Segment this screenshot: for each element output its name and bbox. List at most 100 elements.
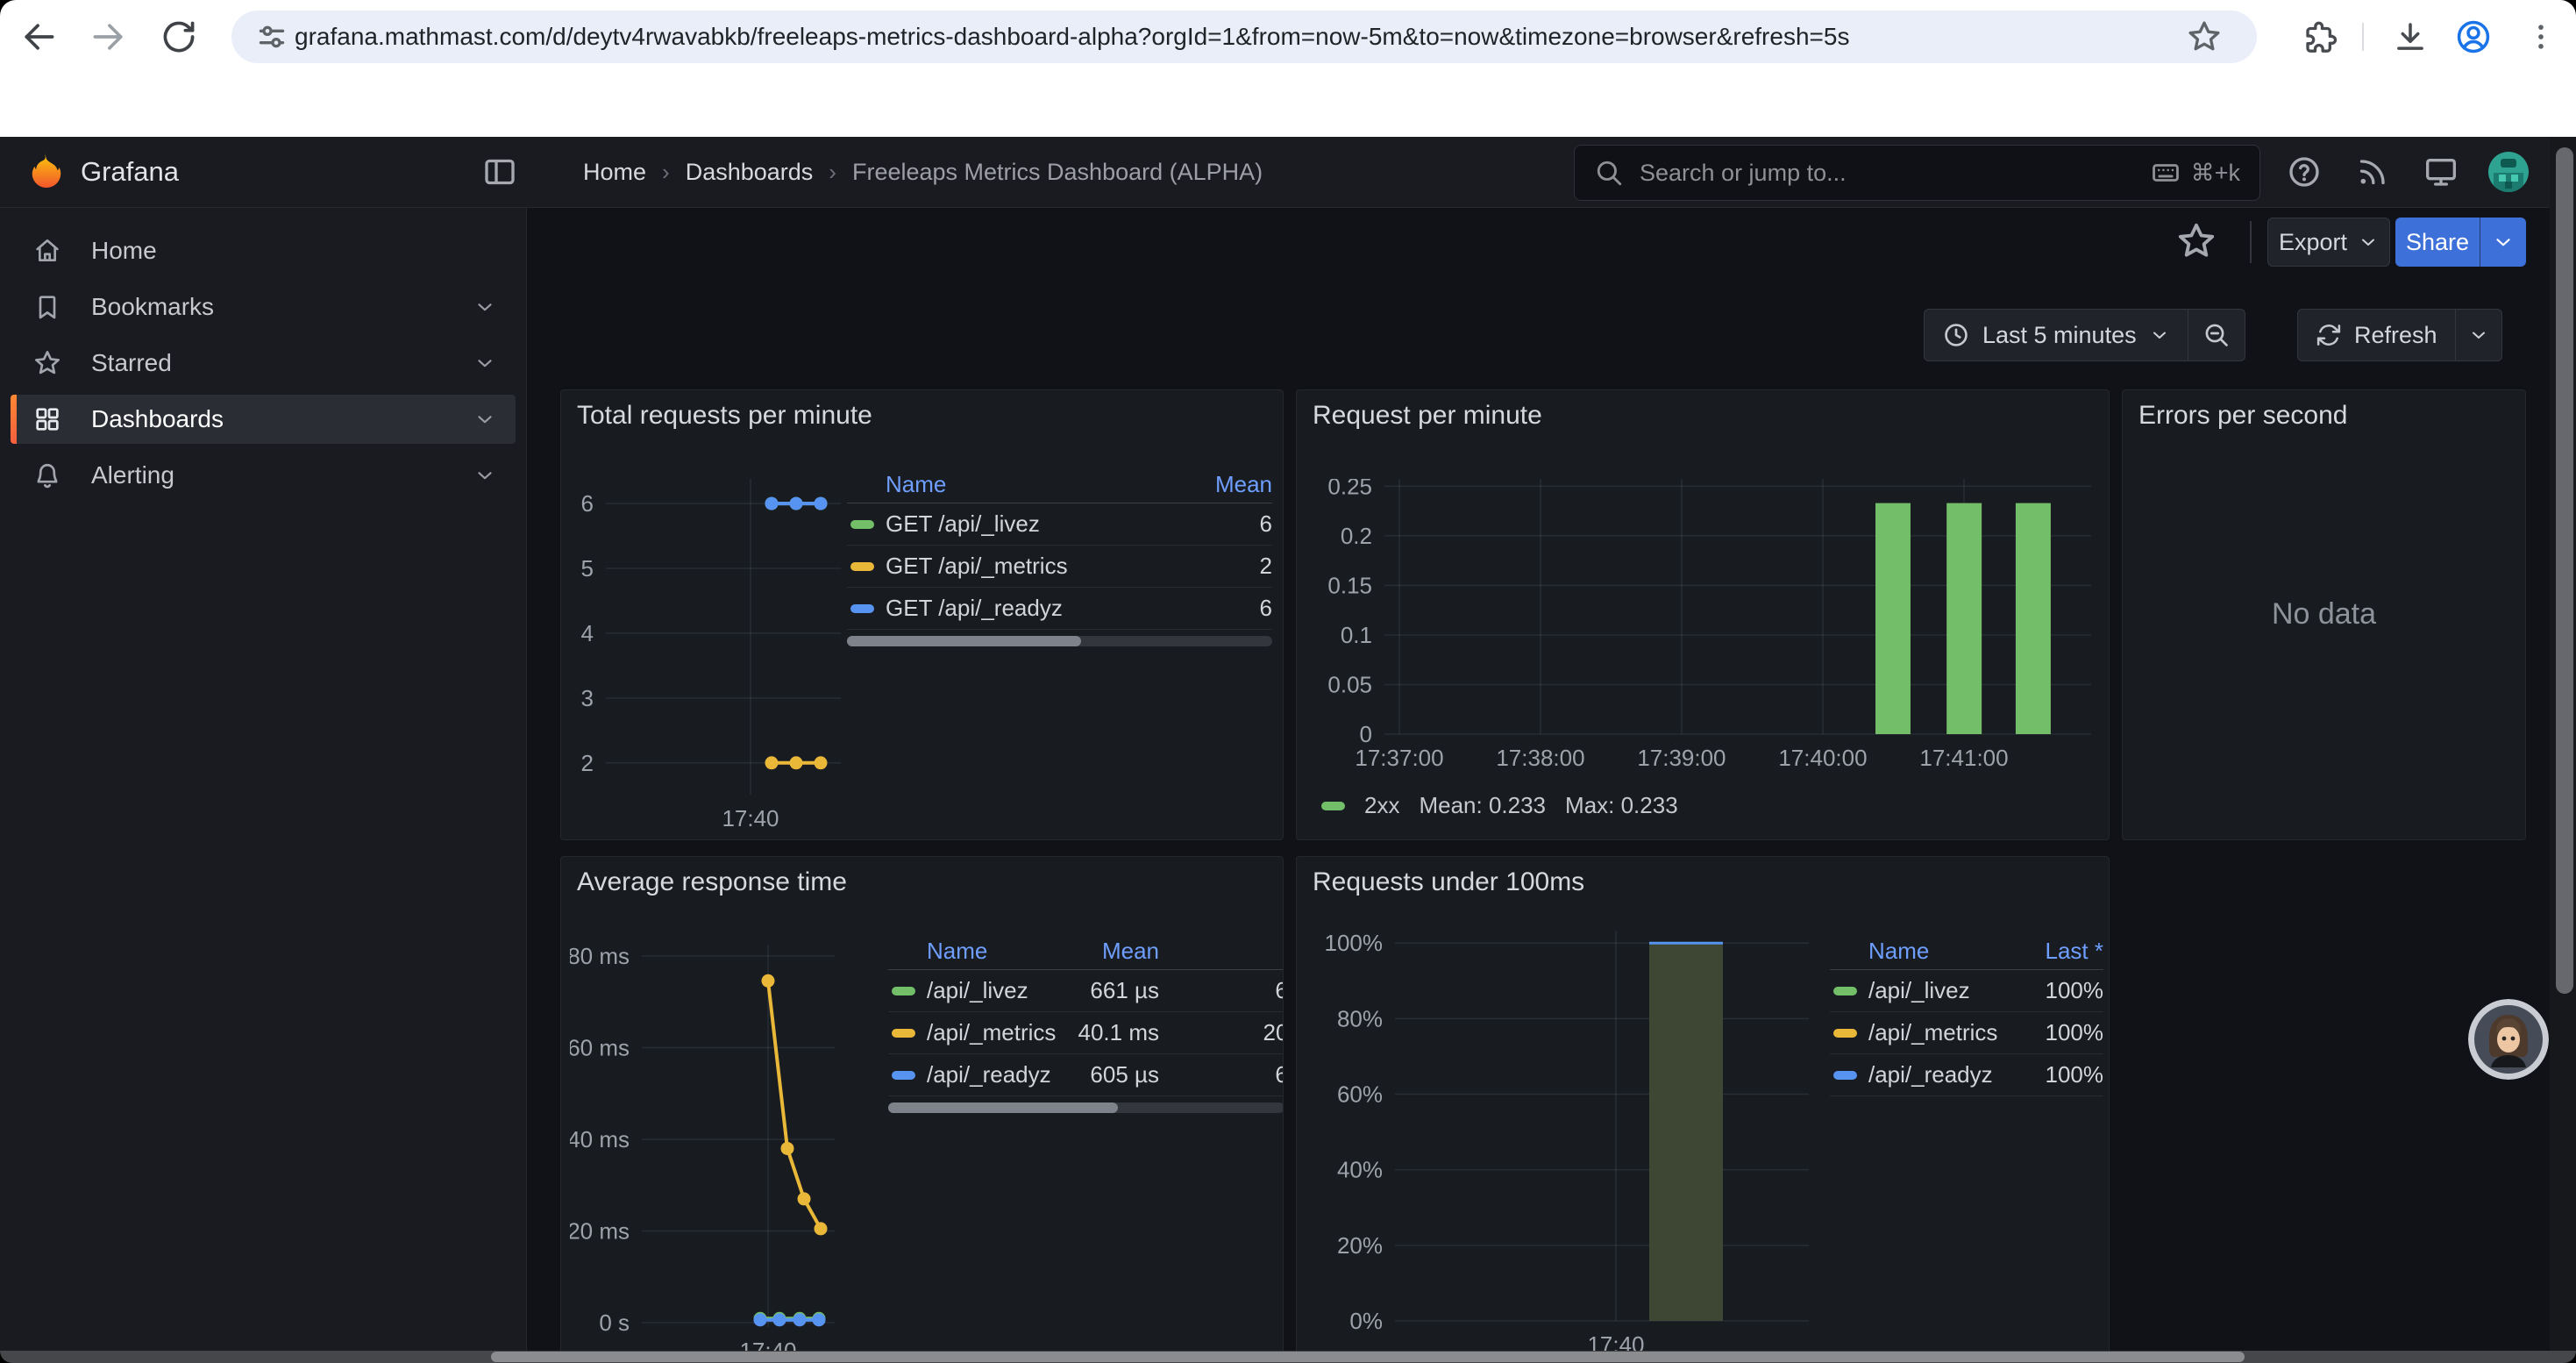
legend-column-header[interactable]: Name — [886, 470, 947, 497]
refresh-interval-button[interactable] — [2456, 325, 2501, 346]
site-settings-icon[interactable] — [254, 19, 289, 54]
panel-title[interactable]: Requests under 100ms — [1313, 867, 1585, 896]
chevron-down-icon[interactable] — [473, 408, 496, 431]
svg-text:0: 0 — [1360, 721, 1372, 747]
horizontal-scrollbar-thumb[interactable] — [491, 1352, 2245, 1362]
reload-icon[interactable] — [160, 18, 198, 56]
sidebar-item-dashboards[interactable]: Dashboards — [11, 395, 516, 444]
sidebar: Home Bookmarks Starred Dashboards Alerti… — [0, 208, 527, 1363]
svg-text:0%: 0% — [1349, 1308, 1383, 1334]
legend-scrollbar-thumb[interactable] — [888, 1103, 1119, 1113]
chevron-down-icon[interactable] — [473, 464, 496, 487]
chart-requests-under-100ms[interactable]: 100% 80% 60% 40% 20% 0% 17:40 — [1313, 931, 1809, 1362]
refresh-button[interactable]: Refresh — [2298, 322, 2455, 349]
series-swatch — [1833, 1028, 1857, 1038]
browser-menu-icon[interactable] — [2523, 19, 2558, 54]
panel-title[interactable]: Total requests per minute — [577, 401, 872, 430]
panel-average-response-time: Average response time 80 ms 60 ms 40 ms 20 … — [560, 856, 1284, 1363]
grafana-brand[interactable]: Grafana — [81, 156, 180, 187]
search-placeholder: Search or jump to... — [1640, 159, 1847, 186]
zoom-out-button[interactable] — [2188, 321, 2245, 349]
help-icon[interactable] — [2287, 154, 2322, 189]
vertical-scrollbar-thumb[interactable] — [2556, 147, 2573, 994]
breadcrumb-dashboards[interactable]: Dashboards — [685, 158, 814, 185]
legend-scrollbar[interactable] — [888, 1103, 1283, 1113]
export-button[interactable]: Export — [2267, 218, 2390, 267]
breadcrumb-home[interactable]: Home — [583, 158, 647, 185]
legend-cell: 646 µs — [1159, 977, 1283, 1004]
legend-column-header[interactable]: Last * — [2045, 937, 2104, 964]
legend-column-header[interactable]: Last * — [1159, 938, 1283, 965]
legend-inline[interactable]: 2xx Mean: 0.233 Max: 0.233 — [1318, 792, 1678, 819]
sidebar-item-bookmarks[interactable]: Bookmarks — [11, 282, 516, 332]
kiosk-monitor-icon[interactable] — [2423, 154, 2459, 189]
svg-text:0 s: 0 s — [599, 1309, 630, 1336]
legend-row[interactable]: /api/_livez 100% — [1830, 970, 2103, 1012]
legend-cell: /api/_livez — [1868, 977, 1970, 1003]
svg-text:20 ms: 20 ms — [570, 1218, 630, 1245]
series-swatch — [892, 1028, 915, 1038]
sidebar-item-home[interactable]: Home — [11, 226, 516, 275]
svg-text:17:39:00: 17:39:00 — [1637, 745, 1726, 771]
panel-title[interactable]: Errors per second — [2138, 401, 2348, 430]
legend-row[interactable]: /api/_metrics 100% — [1830, 1012, 2103, 1054]
grafana-logo[interactable] — [25, 151, 65, 193]
user-avatar[interactable] — [2488, 152, 2529, 192]
legend-table: Name Mean GET /api/_livez 6 GET /api/_metric… — [847, 466, 1272, 646]
legend-row[interactable]: /api/_livez 661 µs646 µs — [888, 970, 1283, 1012]
dock-sidebar-icon[interactable] — [482, 154, 517, 189]
svg-text:17:40:00: 17:40:00 — [1778, 745, 1867, 771]
legend-scrollbar-thumb[interactable] — [847, 636, 1081, 646]
bell-icon — [37, 463, 58, 489]
horizontal-scrollbar-track — [0, 1351, 2576, 1363]
legend-row[interactable]: GET /api/_livez 6 — [847, 503, 1272, 546]
legend-column-header[interactable]: Mean — [1214, 470, 1272, 497]
rss-icon[interactable] — [2355, 154, 2390, 189]
panel-errors-per-second: Errors per second No data — [2122, 389, 2526, 840]
legend-cell: 605 µs — [1090, 1061, 1159, 1088]
legend-row[interactable]: /api/_readyz 100% — [1830, 1054, 2103, 1096]
legend-row[interactable]: GET /api/_readyz 6 — [847, 588, 1272, 630]
refresh-label: Refresh — [2354, 321, 2437, 348]
svg-text:40%: 40% — [1337, 1157, 1383, 1183]
favorite-star-icon[interactable] — [2176, 221, 2217, 261]
share-menu-button[interactable] — [2480, 218, 2526, 267]
forward-icon[interactable] — [89, 18, 128, 56]
series-swatch — [1321, 801, 1345, 810]
profile-icon[interactable] — [2455, 18, 2492, 55]
series-swatch — [1833, 1070, 1857, 1080]
svg-text:5: 5 — [581, 555, 594, 582]
extensions-icon[interactable] — [2302, 19, 2338, 54]
time-range-picker[interactable]: Last 5 minutes — [1925, 321, 2188, 349]
breadcrumb-current: Freeleaps Metrics Dashboard (ALPHA) — [851, 158, 1263, 185]
svg-text:2: 2 — [581, 750, 594, 776]
chart-request-per-minute[interactable]: 0.25 0.2 0.15 0.1 0.05 0 17:37:00 17:38:00 17:39… — [1313, 479, 2091, 785]
sidebar-item-alerting[interactable]: Alerting — [11, 451, 516, 500]
legend-cell: 661 µs — [1090, 977, 1159, 1003]
legend-row[interactable]: /api/_metrics 40.1 ms 20.5 ms — [888, 1012, 1284, 1054]
legend-cell: 20.5 ms — [1263, 1019, 1284, 1045]
panel-title[interactable]: Request per minute — [1313, 401, 1542, 430]
url-bar[interactable]: grafana.mathmast.com/d/deytv4rwavabkb/fr… — [231, 11, 2257, 63]
search-input[interactable]: Search or jump to... ⌘+k — [1574, 145, 2260, 201]
assistant-avatar-button[interactable] — [2468, 999, 2549, 1080]
chevron-down-icon[interactable] — [473, 352, 496, 375]
sidebar-item-label: Bookmarks — [91, 293, 215, 320]
legend-row[interactable]: GET /api/_metrics 2 — [847, 546, 1272, 588]
legend-column-header[interactable]: Name — [927, 937, 988, 964]
legend-column-header[interactable]: Name — [1868, 937, 1930, 964]
sidebar-item-starred[interactable]: Starred — [11, 339, 516, 388]
legend-cell: /api/_readyz — [927, 1061, 1051, 1088]
legend-row[interactable]: /api/_readyz 605 µs620 µs — [888, 1054, 1283, 1096]
back-icon[interactable] — [19, 18, 58, 56]
bookmark-star-icon[interactable] — [2187, 19, 2222, 54]
chart-total-requests[interactable]: 6 5 4 3 2 17:40 — [570, 479, 841, 838]
share-button[interactable]: Share — [2395, 218, 2480, 267]
download-icon[interactable] — [2392, 18, 2429, 55]
legend-column-header[interactable]: Mean — [1101, 937, 1159, 964]
legend-scrollbar[interactable] — [847, 636, 1272, 646]
panel-title[interactable]: Average response time — [577, 867, 847, 896]
chevron-down-icon[interactable] — [473, 296, 496, 318]
